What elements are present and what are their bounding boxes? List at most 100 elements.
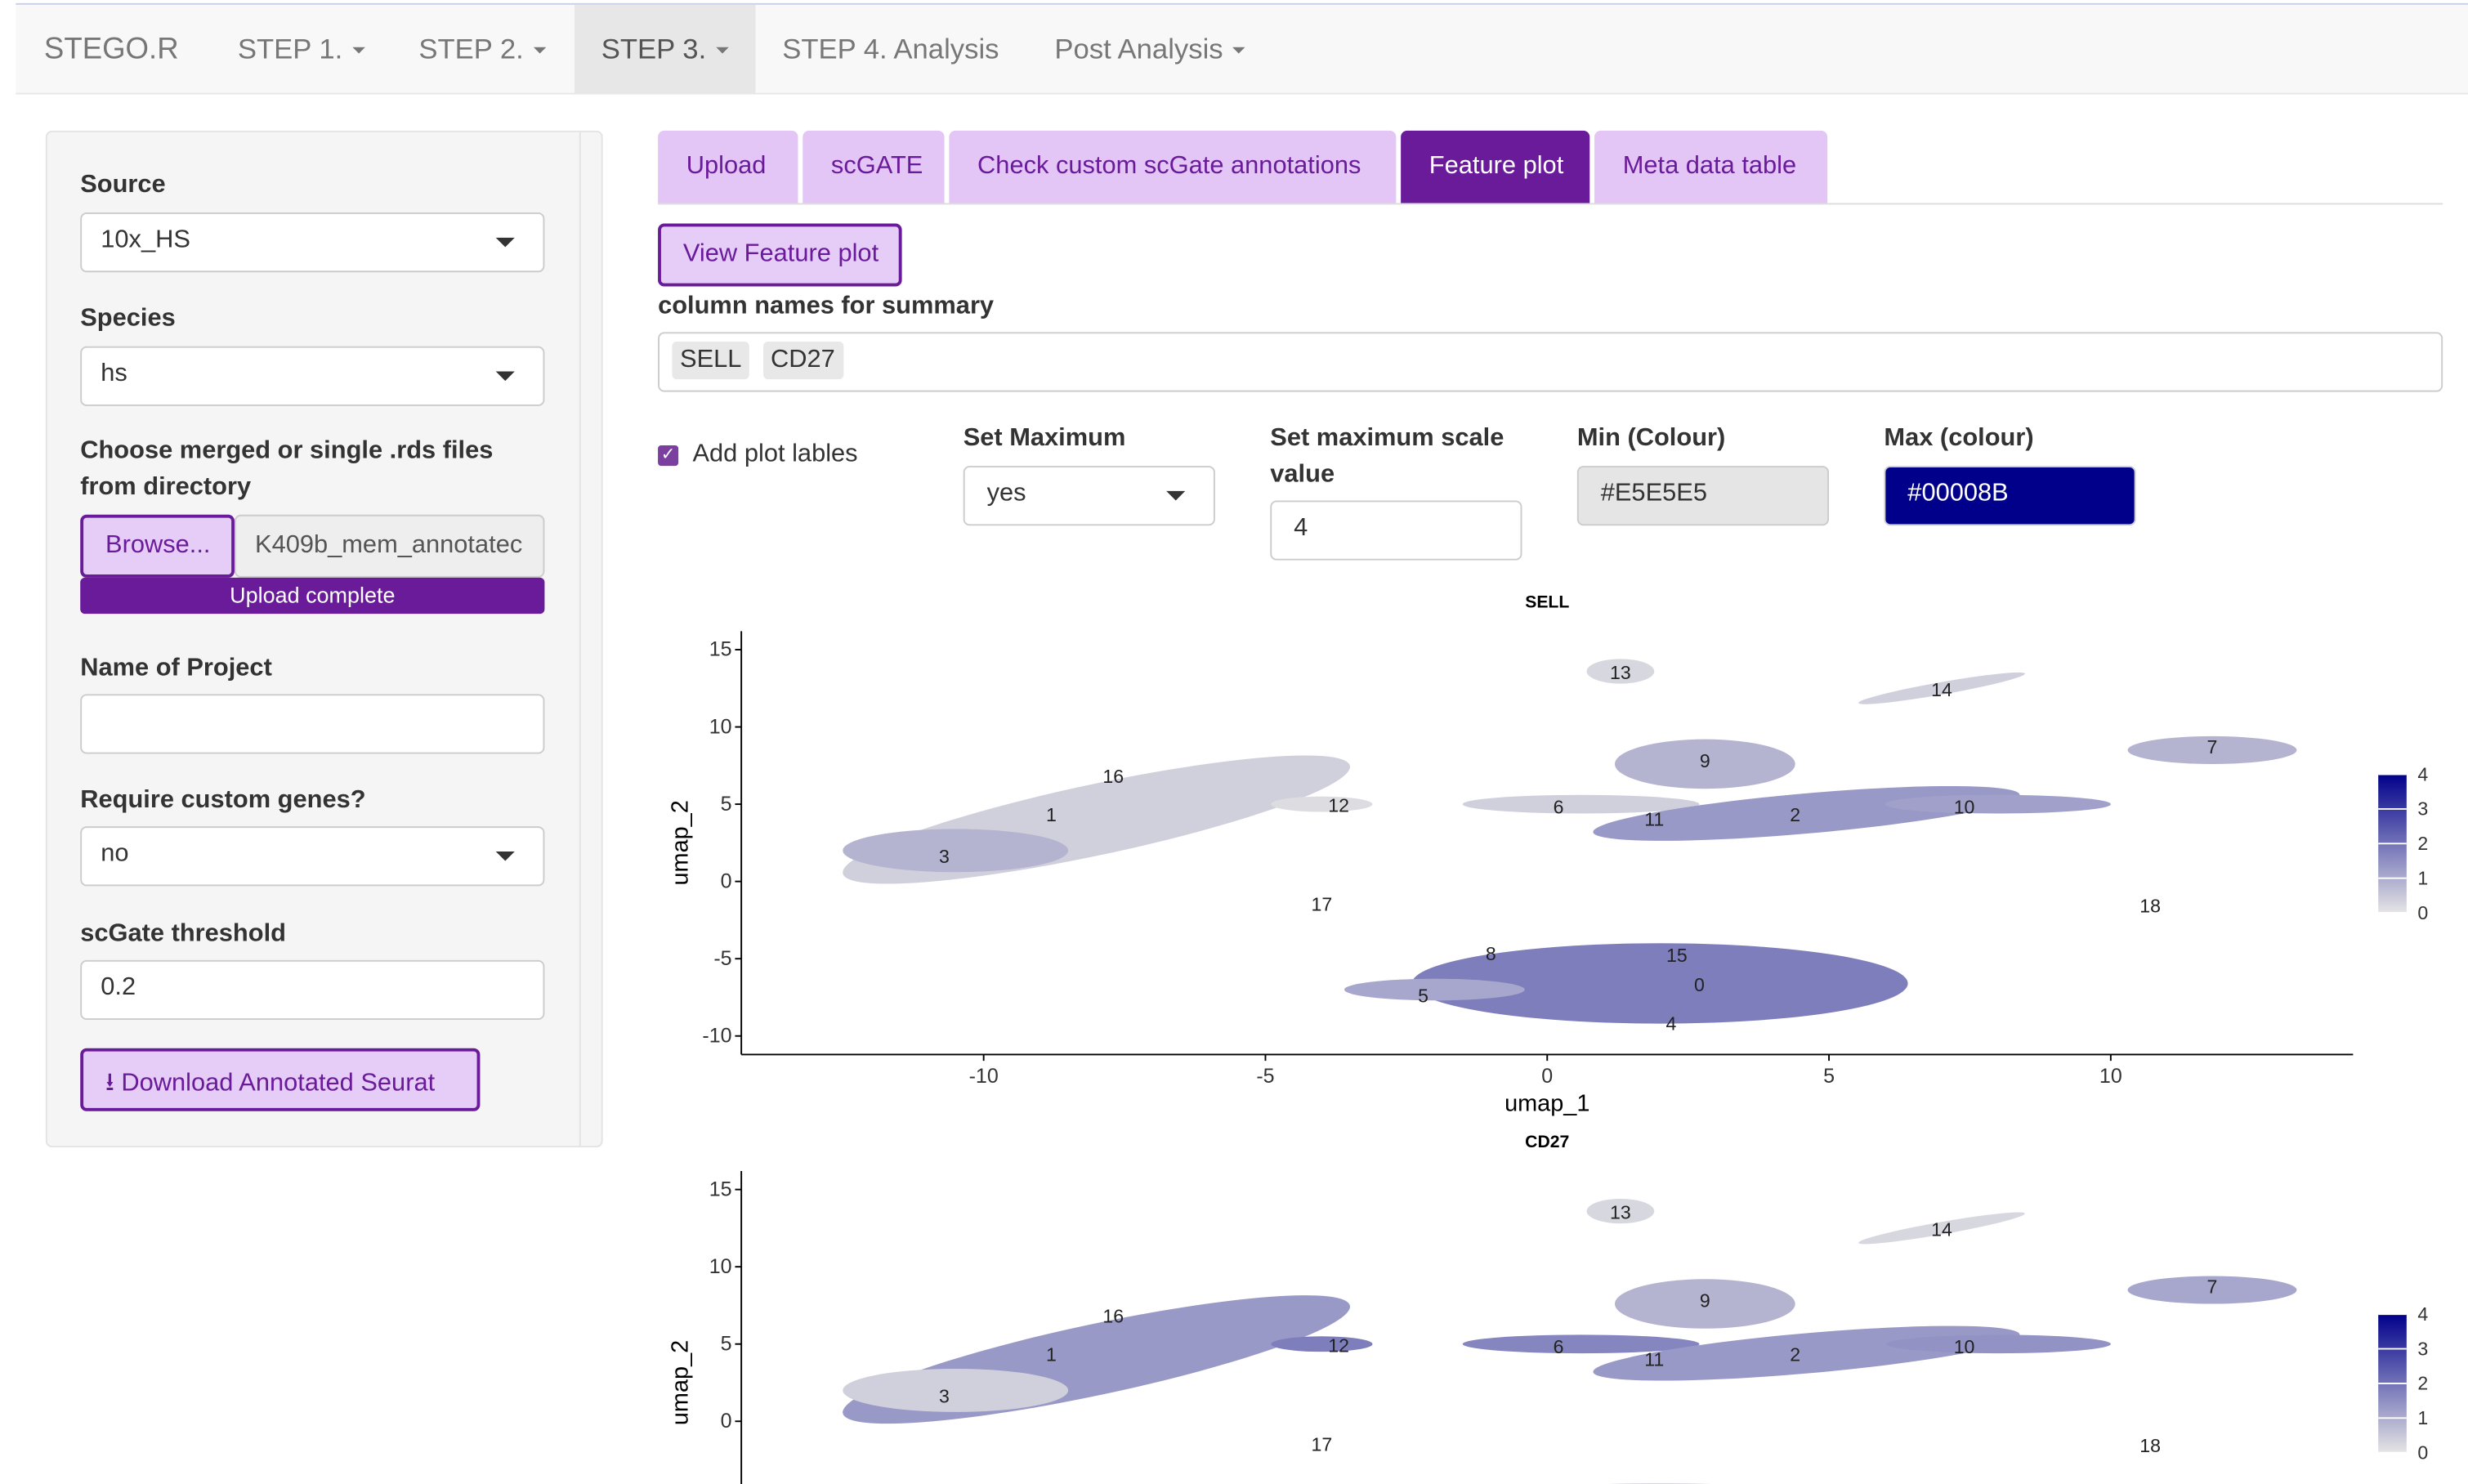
x-tick-label: 5 (1823, 1065, 1835, 1088)
cluster-label: 3 (939, 846, 950, 867)
tab[interactable]: Meta data table (1594, 130, 1828, 203)
y-tick-label: -10 (702, 1024, 731, 1047)
tab[interactable]: scGATE (803, 130, 945, 203)
tag[interactable]: SELL (672, 341, 750, 380)
cluster-label: 0 (1694, 974, 1705, 995)
tab[interactable]: Check custom scGate annotations (949, 130, 1397, 203)
select[interactable]: yes (963, 466, 1215, 526)
legend-label: 4 (2417, 1303, 2428, 1325)
cell-cloud (1271, 796, 1373, 812)
cell-cloud (1411, 943, 1908, 1024)
cell-cloud (1858, 1212, 2025, 1245)
select[interactable]: no (80, 826, 545, 887)
cell-cloud (1344, 978, 1525, 1001)
sidebar: Source 10x_HS Species hs Choose merged o… (45, 130, 603, 1148)
tag-input[interactable]: SELL CD27 (658, 332, 2443, 392)
cluster-label: 3 (939, 1386, 950, 1407)
progress-bar: Upload complete (80, 577, 545, 615)
number-input[interactable]: 4 (1270, 500, 1522, 561)
checkbox[interactable]: ✓ (658, 445, 679, 467)
label: Set Maximum (963, 425, 1126, 452)
y-tick-label: 0 (721, 1410, 732, 1433)
text-input[interactable] (80, 694, 545, 754)
x-tick-label: -5 (1256, 1065, 1274, 1088)
legend-label: 0 (2417, 1442, 2428, 1463)
y-tick-label: 5 (721, 793, 732, 816)
cell-cloud-expression (843, 829, 1069, 873)
download-button[interactable]: ⭳ Download Annotated Seurat (80, 1048, 481, 1111)
cell-cloud (1615, 1279, 1795, 1329)
cell-cloud-expression (1858, 672, 2025, 704)
nav-item[interactable]: Post Analysis (1054, 33, 1245, 65)
plot-title: SELL (1525, 592, 1569, 611)
cluster-label: 2 (1790, 1344, 1800, 1366)
number-input[interactable]: 0.2 (80, 959, 545, 1021)
cluster-label: 13 (1610, 1202, 1631, 1223)
select-value: yes (986, 480, 1026, 507)
cell-cloud-expression (843, 1295, 1350, 1424)
x-tick-label: 0 (1541, 1065, 1553, 1088)
cluster-label: 1 (1046, 1344, 1057, 1366)
y-tick-label: 5 (721, 1332, 732, 1355)
tab[interactable]: Upload (658, 130, 798, 203)
tag[interactable]: CD27 (762, 341, 843, 380)
cell-cloud-expression (843, 755, 1350, 884)
label: column names for summary (658, 293, 995, 320)
cell-cloud-expression (2127, 735, 2297, 764)
cell-cloud-expression (1271, 1336, 1373, 1352)
select-value: 10x_HS (101, 226, 190, 254)
cell-cloud-expression (1462, 1334, 1700, 1354)
cell-cloud (1586, 659, 1655, 684)
cell-cloud (1885, 1334, 2111, 1354)
scrollbar-line (579, 132, 581, 1147)
y-tick-label: 10 (709, 715, 732, 738)
select[interactable]: 10x_HS (80, 212, 545, 273)
nav-item[interactable]: STEP 2. (418, 33, 545, 65)
colour-input[interactable]: #E5E5E5 (1576, 466, 1830, 526)
y-axis-label: umap_2 (668, 1340, 694, 1425)
cluster-label: 4 (1666, 1012, 1677, 1034)
cluster-label: 6 (1554, 1336, 1564, 1357)
legend-label: 3 (2417, 1338, 2428, 1359)
select[interactable]: hs (80, 346, 545, 406)
cell-cloud-expression (1586, 659, 1655, 684)
browse-button[interactable]: Browse... (80, 514, 235, 578)
label: Name of Project (80, 655, 272, 682)
cluster-label: 7 (2207, 1276, 2218, 1297)
legend-label: 1 (2417, 867, 2428, 888)
cell-cloud-expression (1271, 797, 1372, 812)
cluster-label: 8 (1486, 943, 1496, 964)
cluster-label: 16 (1102, 766, 1124, 787)
cell-cloud-expression (1411, 943, 1908, 1024)
cell-cloud-expression (2127, 1276, 2297, 1304)
brand[interactable]: STEGO.R (43, 33, 179, 66)
tab-active[interactable]: Feature plot (1401, 130, 1590, 203)
cell-cloud (1885, 794, 2111, 814)
view-button[interactable]: View Feature plot (658, 223, 902, 287)
nav-item[interactable]: STEP 4. Analysis (782, 33, 999, 65)
y-tick-label: 10 (709, 1255, 732, 1278)
label: Source (80, 171, 166, 199)
nav-item[interactable]: STEP 1. (238, 33, 364, 65)
cell-cloud (2127, 1276, 2297, 1304)
colour-input[interactable]: #00008B (1884, 466, 2136, 526)
nav-item[interactable]: STEP 3. (601, 33, 728, 65)
cell-cloud-expression (1586, 1198, 1655, 1224)
plot-title: CD27 (1525, 1133, 1569, 1151)
umap-plot: CD27-10-50510151050-5-10umap_1umap_20123… (668, 1133, 2428, 1484)
cluster-label: 13 (1610, 662, 1631, 683)
label: Min (Colour) (1576, 425, 1726, 452)
cluster-label: 1 (1046, 804, 1057, 825)
cluster-label: 2 (1790, 804, 1800, 825)
checkbox-label: Add plot lables (692, 440, 858, 468)
cluster-label: 11 (1644, 1348, 1664, 1370)
select-value: no (101, 840, 129, 868)
cell-cloud (1462, 794, 1700, 814)
label: Choose merged or single .rds files from … (80, 437, 494, 501)
cell-cloud (1858, 672, 2025, 704)
label: Require custom genes? (80, 787, 366, 814)
cluster-label: 14 (1931, 679, 1952, 700)
cluster-label: 15 (1666, 945, 1688, 966)
